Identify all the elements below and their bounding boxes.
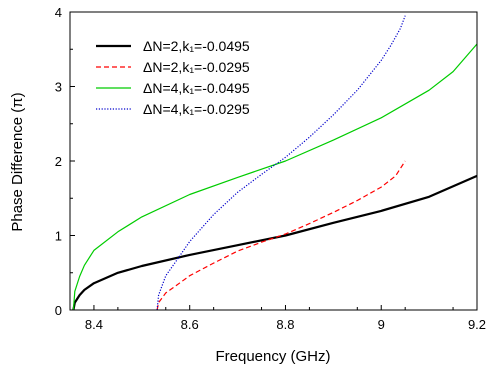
x-axis: 8.4 8.6 8.8 9 9.2 bbox=[69, 305, 486, 332]
x-tick-label: 8.6 bbox=[181, 317, 199, 332]
legend-label-1: ΔN=2,k₁=-0.0495 bbox=[143, 38, 250, 54]
y-tick-label: 1 bbox=[55, 229, 62, 244]
plot-frame bbox=[69, 11, 478, 311]
x-tick-label: 9 bbox=[378, 317, 385, 332]
y-tick-label: 3 bbox=[55, 80, 62, 95]
x-tick-label: 8.4 bbox=[85, 317, 103, 332]
y-axis: 0 1 2 3 4 bbox=[55, 5, 75, 318]
y-tick-label: 0 bbox=[55, 303, 62, 318]
legend: ΔN=2,k₁=-0.0495 ΔN=2,k₁=-0.0295 ΔN=4,k₁=-0… bbox=[96, 38, 250, 117]
legend-label-4: ΔN=4,k₁=-0.0295 bbox=[143, 101, 250, 117]
series-line-2 bbox=[156, 160, 406, 311]
x-tick-label: 8.8 bbox=[276, 317, 294, 332]
legend-label-2: ΔN=2,k₁=-0.0295 bbox=[143, 59, 250, 75]
plot-area bbox=[72, 15, 478, 311]
y-axis-label: Phase Difference (π) bbox=[9, 92, 26, 231]
series-line-1 bbox=[72, 174, 478, 311]
series-line-3 bbox=[72, 43, 478, 311]
y-tick-label: 2 bbox=[55, 154, 62, 169]
y-tick-label: 4 bbox=[55, 5, 62, 20]
x-tick-label: 9.2 bbox=[468, 317, 486, 332]
x-axis-label: Frequency (GHz) bbox=[215, 348, 330, 365]
legend-label-3: ΔN=4,k₁=-0.0495 bbox=[143, 80, 250, 96]
series-line-4 bbox=[156, 15, 406, 311]
